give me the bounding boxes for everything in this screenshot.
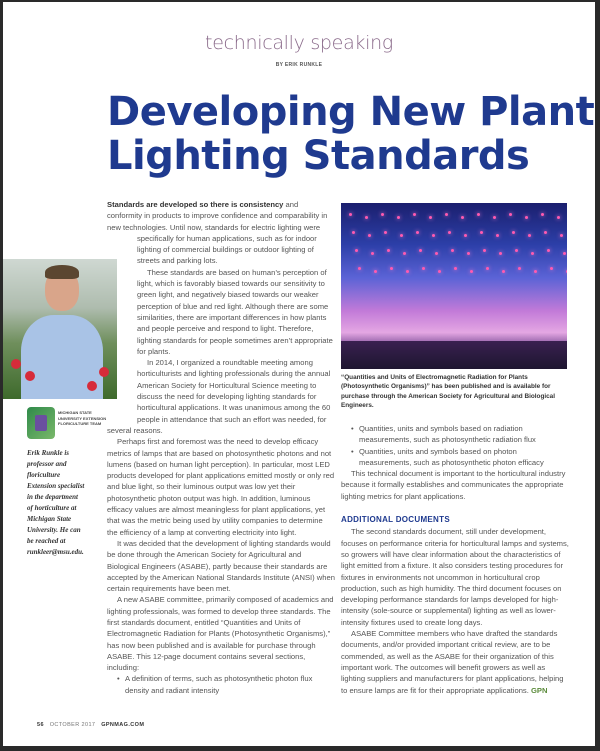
page-number: 56 bbox=[37, 722, 44, 728]
list-item: A definition of terms, such as photosynt… bbox=[117, 673, 335, 696]
section-heading: ADDITIONAL DOCUMENTS bbox=[341, 515, 450, 525]
website: GPNMAG.COM bbox=[101, 722, 145, 728]
light-fixture bbox=[397, 216, 400, 219]
paragraph: Standards are developed so there is cons… bbox=[107, 200, 328, 266]
light-fixture bbox=[467, 252, 470, 255]
light-fixture bbox=[422, 267, 425, 270]
section-kicker: technically speaking bbox=[205, 32, 393, 54]
light-fixture bbox=[374, 270, 377, 273]
light-fixture bbox=[435, 252, 438, 255]
light-fixture bbox=[528, 234, 531, 237]
light-fixture bbox=[566, 270, 567, 273]
light-fixture bbox=[365, 216, 368, 219]
light-fixture bbox=[550, 267, 553, 270]
light-fixture bbox=[400, 234, 403, 237]
light-fixture bbox=[429, 216, 432, 219]
light-fixture bbox=[480, 231, 483, 234]
light-fixture bbox=[419, 249, 422, 252]
bullet-list: Quantities, units and symbols based on r… bbox=[341, 423, 569, 468]
light-fixture bbox=[368, 234, 371, 237]
paragraph: These standards are based on human’s per… bbox=[137, 267, 333, 356]
light-fixture bbox=[432, 234, 435, 237]
paragraph: A new ASABE committee, primarily compose… bbox=[107, 595, 334, 673]
light-fixture bbox=[454, 267, 457, 270]
end-mark: GPN bbox=[530, 685, 548, 695]
light-fixture bbox=[512, 231, 515, 234]
light-fixture bbox=[403, 252, 406, 255]
list-item: Quantities, units and symbols based on p… bbox=[351, 446, 569, 469]
list-item: Quantities, units and symbols based on r… bbox=[351, 423, 569, 446]
light-fixture bbox=[461, 216, 464, 219]
light-fixture bbox=[477, 213, 480, 216]
light-fixture bbox=[547, 249, 550, 252]
grow-light-photo bbox=[341, 203, 567, 369]
light-fixture bbox=[518, 267, 521, 270]
paragraph: This technical document is important to … bbox=[341, 469, 566, 501]
light-fixture bbox=[531, 252, 534, 255]
light-fixture bbox=[451, 249, 454, 252]
paragraph: The second standards document, still und… bbox=[341, 527, 569, 627]
bullet-list: A definition of terms, such as photosynt… bbox=[107, 673, 335, 696]
light-fixture bbox=[534, 270, 537, 273]
light-fixture bbox=[502, 270, 505, 273]
light-fixture bbox=[406, 270, 409, 273]
light-fixture bbox=[445, 213, 448, 216]
msu-extension-logo: MICHIGAN STATE UNIVERSITY EXTENSION FLOR… bbox=[27, 407, 107, 441]
light-fixture bbox=[483, 249, 486, 252]
issue-date: OCTOBER 2017 bbox=[49, 722, 96, 728]
light-fixture bbox=[509, 213, 512, 216]
byline: BY ERIK RUNKLE bbox=[275, 62, 323, 68]
light-fixture bbox=[413, 213, 416, 216]
light-fixture bbox=[355, 249, 358, 252]
light-fixture bbox=[381, 213, 384, 216]
light-fixture bbox=[496, 234, 499, 237]
article-title: Developing New Plant Lighting Standards bbox=[107, 89, 595, 179]
light-fixture bbox=[416, 231, 419, 234]
light-fixture bbox=[493, 216, 496, 219]
left-column: Standards are developed so there is cons… bbox=[107, 199, 335, 696]
title-line-1: Developing New Plant bbox=[107, 89, 595, 135]
light-fixture bbox=[486, 267, 489, 270]
light-fixture bbox=[349, 213, 352, 216]
paragraph: In 2014, I organized a roundtable meetin… bbox=[107, 358, 331, 435]
light-fixture bbox=[563, 252, 566, 255]
light-fixture bbox=[541, 213, 544, 216]
light-fixture bbox=[499, 252, 502, 255]
paragraph: ASABE Committee members who have drafted… bbox=[341, 629, 564, 695]
light-fixture bbox=[384, 231, 387, 234]
author-bio: Erik Runkle is professor and floricultur… bbox=[27, 449, 85, 556]
title-line-2: Lighting Standards bbox=[107, 133, 530, 179]
light-fixture bbox=[557, 216, 560, 219]
light-fixture bbox=[387, 249, 390, 252]
light-fixture bbox=[525, 216, 528, 219]
light-fixture bbox=[464, 234, 467, 237]
light-fixture bbox=[390, 267, 393, 270]
light-fixture bbox=[448, 231, 451, 234]
paragraph: Perhaps first and foremost was the need … bbox=[107, 437, 335, 537]
light-fixture bbox=[438, 270, 441, 273]
page-footer: 56 OCTOBER 2017 GPNMAG.COM bbox=[37, 722, 144, 728]
light-fixture bbox=[352, 231, 355, 234]
photo-caption: “Quantities and Units of Electromagnetic… bbox=[341, 374, 556, 410]
magazine-page: technically speaking BY ERIK RUNKLE Deve… bbox=[3, 2, 595, 746]
light-fixture bbox=[371, 252, 374, 255]
light-fixture bbox=[560, 234, 563, 237]
right-column: Quantities, units and symbols based on r… bbox=[341, 423, 569, 696]
light-fixture bbox=[515, 249, 518, 252]
author-photo bbox=[3, 259, 117, 399]
light-fixture bbox=[358, 267, 361, 270]
light-fixture bbox=[470, 270, 473, 273]
paragraph: It was decided that the development of l… bbox=[107, 538, 335, 594]
light-fixture bbox=[544, 231, 547, 234]
